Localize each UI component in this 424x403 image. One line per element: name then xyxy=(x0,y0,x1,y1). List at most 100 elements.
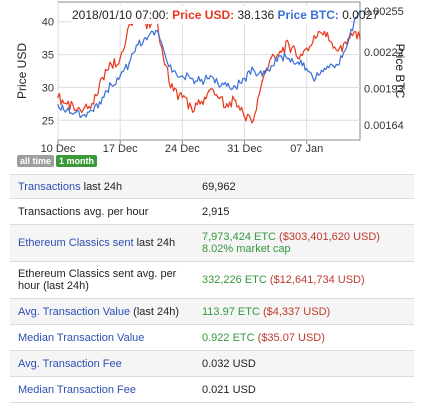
data-point xyxy=(252,68,255,71)
data-point xyxy=(57,96,59,99)
stat-label: Transactions avg. per hour xyxy=(18,205,149,218)
data-point xyxy=(217,96,219,99)
y-tick-label: 35 xyxy=(42,50,54,62)
data-point xyxy=(66,103,68,105)
data-point xyxy=(279,50,281,53)
stat-label-cell: Ethereum Classics sent avg. per hour (la… xyxy=(10,261,192,299)
stat-label-cell: Transactions avg. per hour xyxy=(10,198,192,225)
stat-value-cell: 2,915 xyxy=(192,198,414,225)
data-point xyxy=(199,80,201,82)
tooltip-usd-label: Price USD: xyxy=(172,8,235,22)
range-1-month-button[interactable]: 1 month xyxy=(56,155,98,167)
data-point xyxy=(288,57,290,60)
stat-value: 2,915 xyxy=(202,205,230,218)
x-tick-label: 31 Dec xyxy=(227,143,262,152)
data-point xyxy=(110,63,113,66)
data-point xyxy=(66,109,68,111)
data-point xyxy=(234,86,237,89)
y2-axis-title: Price BTC xyxy=(393,44,407,99)
data-point xyxy=(128,24,130,26)
data-point xyxy=(190,77,193,80)
stat-label-link[interactable]: Transactions xyxy=(18,180,81,193)
stat-value: 69,962 xyxy=(202,180,236,193)
stat-label-cell: Ethereum Classics sent last 24h xyxy=(10,224,192,262)
stat-label-cell: Median Transaction Value xyxy=(10,324,192,351)
x-tick-label: 17 Dec xyxy=(103,143,138,152)
stat-value-cell: 69,962 xyxy=(192,174,414,199)
y2-tick-label: 0.00164 xyxy=(364,120,404,132)
stat-value-cell: 0.922 ETC ($35.07 USD) xyxy=(192,324,414,351)
data-point xyxy=(74,111,77,114)
stat-label-suffix: last 24h xyxy=(80,180,123,193)
stat-label-link[interactable]: Avg. Transaction Value xyxy=(18,305,131,318)
data-point xyxy=(181,96,184,99)
y2-tick-label: 0.00222 xyxy=(364,47,404,59)
data-point xyxy=(208,89,210,92)
stat-value-cell: 332,226 ETC ($12,641,734 USD) xyxy=(192,261,414,299)
stat-label-link[interactable]: Ethereum Classics sent xyxy=(18,237,134,249)
data-point xyxy=(92,110,95,112)
stats-row: Avg. Transaction Fee 0.032 USD xyxy=(10,350,414,377)
stat-value-usd: ($303,401,620 USD) xyxy=(276,231,380,243)
data-point xyxy=(297,57,299,59)
data-point xyxy=(359,37,361,39)
data-point xyxy=(163,52,166,55)
data-point xyxy=(323,30,326,33)
stat-value-usd: ($4,337 USD) xyxy=(259,305,331,318)
data-point xyxy=(101,76,104,79)
x-tick-label: 24 Dec xyxy=(165,143,200,152)
stat-label-link[interactable]: Avg. Transaction Fee xyxy=(18,357,122,370)
stat-label-suffix: (last 24h) xyxy=(130,305,180,318)
y-tick-label: 40 xyxy=(42,17,54,29)
data-point xyxy=(146,27,148,30)
range-all-time-button[interactable]: all time xyxy=(17,155,55,167)
stat-label-link[interactable]: Median Transaction Fee xyxy=(18,383,137,396)
stat-value: 0.021 USD xyxy=(202,383,256,396)
data-point xyxy=(74,109,77,112)
data-point xyxy=(101,96,104,99)
tooltip-btc-value: 0.0027 xyxy=(342,8,379,22)
stat-label-cell: Avg. Transaction Value (last 24h) xyxy=(10,298,192,325)
data-point xyxy=(190,106,193,108)
stat-value-secondary: 8.02% market cap xyxy=(202,243,291,255)
stats-row: Transactions last 24h 69,962 xyxy=(10,174,414,199)
stats-row: Avg. Transaction Value (last 24h) 113.97 … xyxy=(10,298,414,325)
data-point xyxy=(261,75,264,77)
data-point xyxy=(332,47,335,49)
data-point xyxy=(146,38,148,41)
stat-value: 7,973,424 ETC xyxy=(202,231,276,243)
stats-row: Ethereum Classics sent avg. per hour (la… xyxy=(10,261,414,299)
data-point xyxy=(297,61,299,64)
data-point xyxy=(350,28,352,31)
stat-value-cell: 7,973,424 ETC ($303,401,620 USD) 8.02% ma… xyxy=(192,224,414,262)
tooltip-usd-value: 38.136 xyxy=(237,8,275,22)
stat-value-usd: ($35.07 USD) xyxy=(254,331,325,344)
data-point xyxy=(270,65,272,67)
x-tick-label: 10 Dec xyxy=(41,143,76,152)
y-tick-label: 25 xyxy=(42,115,54,127)
stat-value: 113.97 ETC xyxy=(202,305,260,318)
stat-value: 332,226 ETC xyxy=(202,274,267,286)
data-point xyxy=(172,70,175,72)
data-point xyxy=(137,43,139,46)
plot-area xyxy=(57,1,361,141)
stat-label-cell: Transactions last 24h xyxy=(10,174,192,199)
data-point xyxy=(83,114,86,116)
data-point xyxy=(225,85,228,87)
data-point xyxy=(314,77,317,80)
data-point xyxy=(199,103,201,105)
data-point xyxy=(181,75,184,77)
data-point xyxy=(172,89,175,92)
stat-label-link[interactable]: Median Transaction Value xyxy=(18,331,145,344)
stat-label: Ethereum Classics sent avg. per hour (la… xyxy=(18,268,177,292)
data-point xyxy=(217,82,219,85)
data-point xyxy=(332,65,335,67)
data-point xyxy=(270,57,272,59)
stat-value-cell: 113.97 ETC ($4,337 USD) xyxy=(192,298,414,325)
data-point xyxy=(261,80,264,82)
y-tick-label: 30 xyxy=(42,82,54,94)
data-point xyxy=(110,84,113,86)
data-point xyxy=(119,57,121,59)
data-point xyxy=(341,50,344,53)
range-selector: all time 1 month xyxy=(17,155,98,167)
